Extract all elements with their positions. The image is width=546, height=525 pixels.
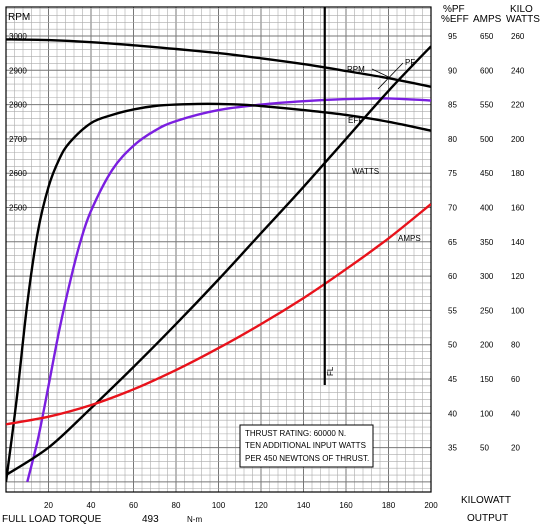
amps-tick-label: 600 — [480, 66, 494, 75]
full-load-torque-value: 493 — [142, 514, 159, 525]
pf-eff-tick-label: 55 — [448, 306, 457, 315]
amps-tick-label: 150 — [480, 375, 494, 384]
series-line-pf — [26, 97, 431, 483]
eff-header: %EFF — [441, 14, 469, 25]
kilowatts-tick-label: 60 — [511, 375, 520, 384]
x-tick-label: 120 — [254, 501, 268, 510]
kilowatts-tick-label: 80 — [511, 341, 520, 350]
series-label-watts: WATTS — [352, 167, 379, 176]
amps-tick-label: 250 — [480, 306, 494, 315]
pf-eff-tick-label: 60 — [448, 272, 457, 281]
curves — [6, 7, 431, 483]
full-load-label: FL — [326, 366, 335, 376]
amps-header: AMPS — [473, 14, 502, 25]
rpm-tick-label: 2500 — [9, 204, 27, 213]
pf-eff-tick-label: 90 — [448, 66, 457, 75]
watts-header: WATTS — [506, 14, 540, 25]
series-line-watts — [6, 45, 431, 477]
rpm-tick-label: 2800 — [9, 101, 27, 110]
annotation-line-3: PER 450 NEWTONS OF THRUST. — [245, 454, 369, 463]
kilowatts-tick-label: 100 — [511, 306, 525, 315]
pf-eff-tick-label: 75 — [448, 169, 457, 178]
pf-eff-tick-label: 80 — [448, 135, 457, 144]
annotation-box — [239, 424, 374, 468]
annotation-line-2: TEN ADDITIONAL INPUT WATTS — [245, 441, 366, 450]
pf-eff-tick-label: 45 — [448, 375, 457, 384]
amps-tick-label: 550 — [480, 101, 494, 110]
x-tick-label: 60 — [129, 501, 138, 510]
kilo-header: KILO — [510, 4, 533, 15]
rpm-leader-line — [371, 68, 396, 81]
series-label-rpm: RPM — [347, 65, 365, 74]
pf-eff-tick-label: 70 — [448, 204, 457, 213]
kilowatts-tick-label: 260 — [511, 32, 525, 41]
rpm-tick-label: 2900 — [9, 66, 27, 75]
x-tick-label: 40 — [87, 501, 96, 510]
series-line-eff — [6, 102, 431, 483]
amps-tick-label: 300 — [480, 272, 494, 281]
pf-eff-tick-label: 40 — [448, 409, 457, 418]
plot-border — [5, 6, 432, 493]
x-tick-label: 20 — [44, 501, 53, 510]
labels: FL RPM PF EFF WATTS AMPS 3000 2900 2800 2700 2600 2… — [9, 32, 525, 510]
pf-eff-tick-label: 85 — [448, 101, 457, 110]
kilowatts-tick-label: 20 — [511, 444, 520, 453]
series-label-eff: EFF — [348, 116, 363, 125]
series-label-pf: PF — [405, 58, 415, 67]
kilowatts-tick-label: 40 — [511, 409, 520, 418]
kilowatts-tick-label: 200 — [511, 135, 525, 144]
amps-tick-label: 650 — [480, 32, 494, 41]
x-axis-label-2: OUTPUT — [467, 513, 508, 524]
pf-header: %PF — [443, 4, 465, 15]
x-tick-label: 180 — [382, 501, 396, 510]
rpm-axis-label: RPM — [8, 12, 30, 23]
pf-eff-tick-label: 35 — [448, 444, 457, 453]
amps-tick-label: 350 — [480, 238, 494, 247]
rpm-tick-label: 2600 — [9, 169, 27, 178]
pf-leader-line — [377, 62, 404, 90]
x-tick-label: 80 — [172, 501, 181, 510]
annotation-line-1: THRUST RATING: 60000 N. — [245, 429, 346, 438]
amps-tick-label: 200 — [480, 341, 494, 350]
series-line-rpm — [6, 38, 431, 88]
kilowatts-tick-label: 120 — [511, 272, 525, 281]
kilowatts-tick-label: 180 — [511, 169, 525, 178]
kilowatts-tick-label: 240 — [511, 66, 525, 75]
x-tick-label: 100 — [212, 501, 226, 510]
rpm-tick-label: 2700 — [9, 135, 27, 144]
kilowatts-tick-label: 140 — [511, 238, 525, 247]
pf-eff-tick-label: 50 — [448, 341, 457, 350]
series-line-amps — [6, 203, 431, 426]
amps-tick-label: 450 — [480, 169, 494, 178]
full-load-torque-label: FULL LOAD TORQUE — [2, 514, 102, 525]
x-axis-label: KILOWATT — [461, 495, 511, 506]
x-tick-label: 160 — [339, 501, 353, 510]
plot-grid — [5, 6, 432, 493]
x-tick-label: 140 — [297, 501, 311, 510]
kilowatts-tick-label: 220 — [511, 101, 525, 110]
series-label-amps: AMPS — [398, 234, 421, 243]
pf-eff-tick-label: 65 — [448, 238, 457, 247]
x-tick-label: 200 — [424, 501, 438, 510]
kilowatts-tick-label: 160 — [511, 204, 525, 213]
full-load-torque-unit: N-m — [187, 515, 202, 524]
amps-tick-label: 500 — [480, 135, 494, 144]
amps-tick-label: 50 — [480, 444, 489, 453]
pf-eff-tick-label: 95 — [448, 32, 457, 41]
amps-tick-label: 400 — [480, 204, 494, 213]
amps-tick-label: 100 — [480, 409, 494, 418]
rpm-tick-label: 3000 — [9, 32, 27, 41]
